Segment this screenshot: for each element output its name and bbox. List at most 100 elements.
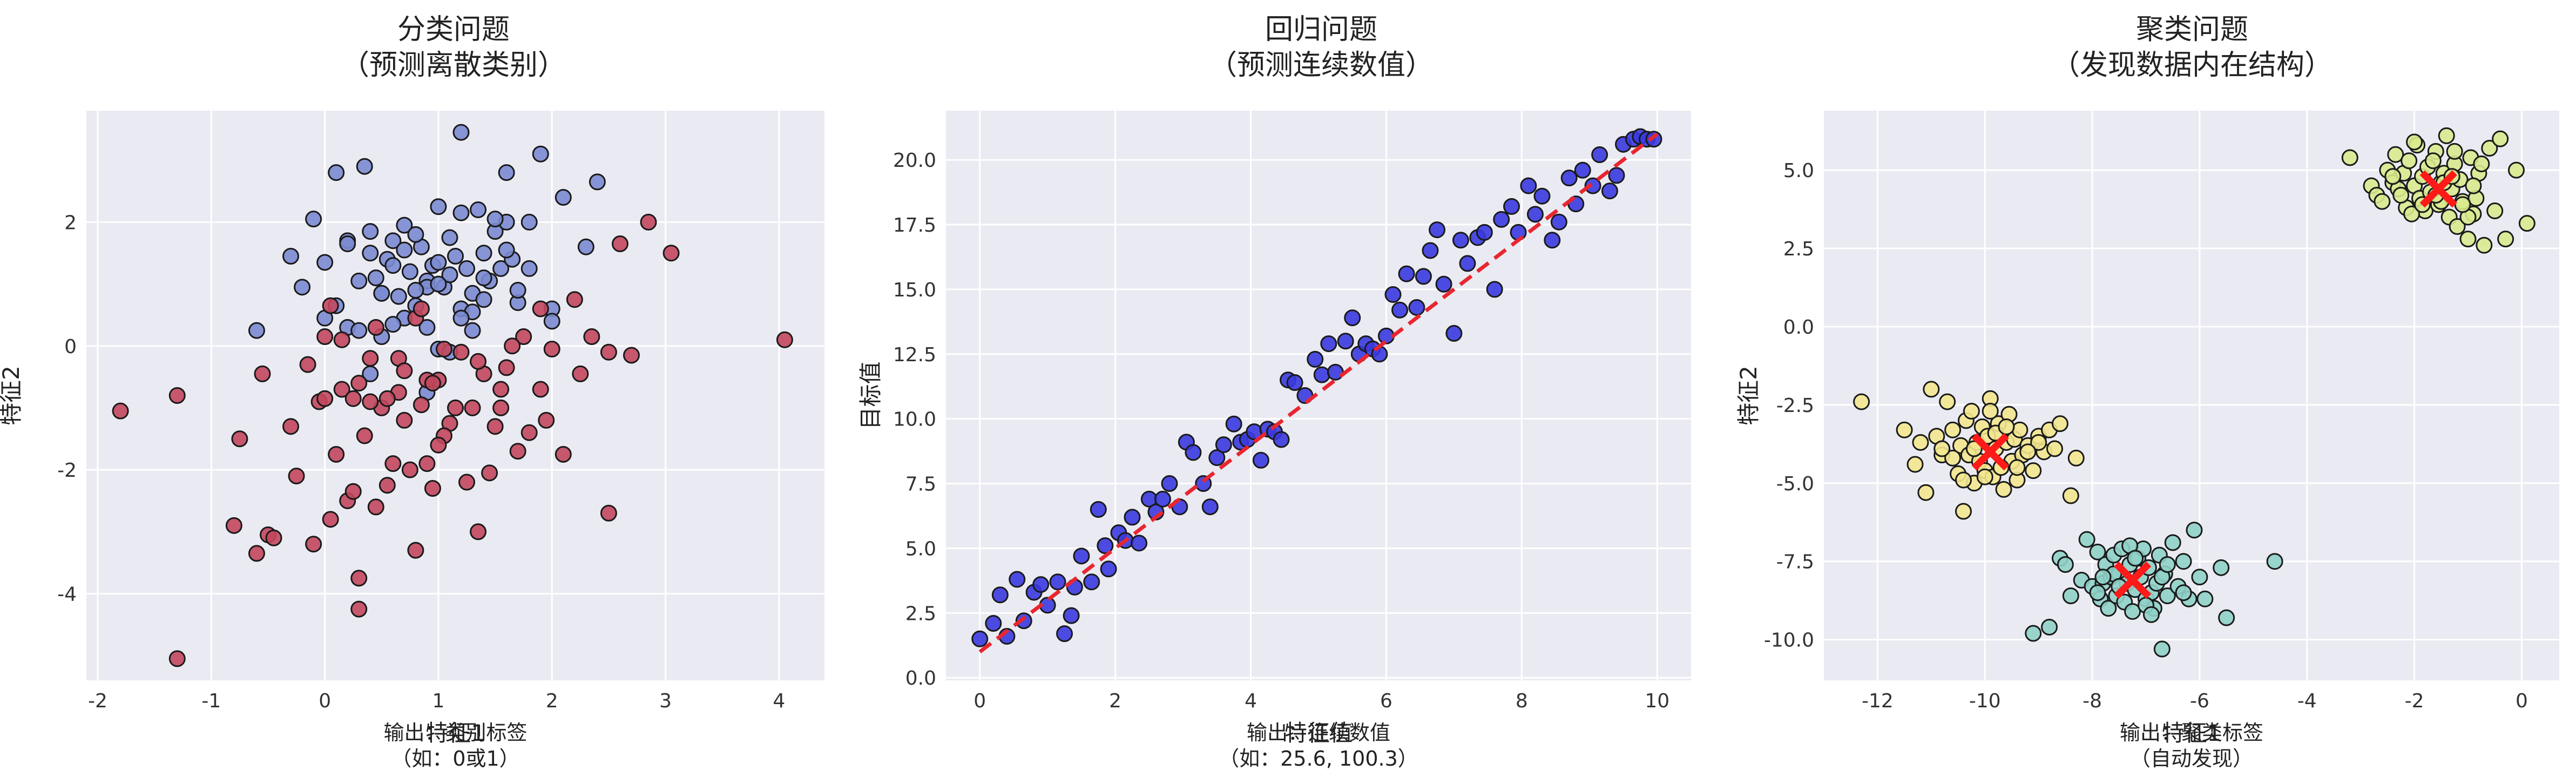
x-axis-label: 特征值 [1284,720,1353,746]
y-tick-label: 17.5 [893,214,936,236]
scatter-point [396,241,413,259]
scatter-point [458,260,476,277]
chart-subtitle: （发现数据内在结构） [2052,49,2332,82]
scatter-point [464,399,481,416]
y-tick-label: -4 [57,583,77,605]
y-tick-label: -10.0 [1764,630,1814,652]
scatter-point [2196,590,2214,607]
scatter-point [1584,177,1601,194]
centroid-marker [1971,433,2009,471]
scatter-point [1998,418,2015,435]
scatter-point [2473,156,2490,173]
scatter-point [2465,177,2482,194]
panel-3: -12 -10 -8 -6 -4 -2 0 -10.0 -7.5 -5.0 -2.5 0.0 2.5 5.… [1735,13,2559,771]
x-tick-label: 8 [1516,690,1528,712]
scatter-point [384,316,402,333]
scatter-point [1533,187,1551,205]
x-tick-label: 0 [319,690,331,712]
output-note: 输出：聚类标签 [2120,721,2263,745]
y-tick-label: -2.5 [1776,395,1814,417]
chart-subtitle: （预测离散类别） [341,49,566,82]
scatter-point [1906,456,1924,473]
y-tick-label: 0.0 [1783,316,1814,339]
scatter-point [1510,224,1527,241]
scatter-point [1995,481,2012,498]
scatter-point [532,381,549,398]
scatter-point [1526,206,1544,223]
scatter-point [1273,431,1290,448]
scatter-point [515,328,532,346]
chart-title: 回归问题 [1265,13,1377,46]
scatter-point [1384,286,1402,303]
scatter-point [2401,152,2418,170]
scatter-point [2089,584,2106,601]
scatter-point [1493,211,1510,228]
scatter-point [2218,609,2235,626]
scatter-point [452,124,470,141]
scatter-point [991,586,1009,604]
scatter-point [1982,402,1999,420]
scatter-point [390,288,407,305]
scatter-point [328,164,345,181]
scatter-point [475,291,492,308]
x-tick-label: -8 [2083,690,2102,712]
x-tick-label: -4 [2297,690,2317,712]
scatter-point [555,445,572,463]
scatter-point [407,282,424,299]
x-tick-label: 4 [1245,690,1257,712]
scatter-point [282,247,300,265]
scatter-point [430,436,447,454]
scatter-point [566,291,583,308]
scatter-point [447,399,464,416]
scatter-point [384,257,402,274]
y-tick-label: 0 [64,336,77,358]
scatter-point [2159,556,2176,573]
scatter-point [1435,275,1452,293]
scatter-point [2387,146,2404,163]
scatter-point [640,213,657,231]
output-note: 输出：类别标签 [383,721,527,745]
y-tick-label: 2.5 [1783,238,1814,260]
x-tick-label: 10 [1645,690,1669,712]
scatter-point [532,300,549,317]
scatter-point [316,390,334,407]
scatter-point [294,279,311,296]
scatter-point [1503,198,1520,215]
output-example: （自动发现） [2130,747,2253,771]
scatter-point [265,529,282,546]
y-tick-label: 7.5 [905,474,936,496]
scatter-point [435,340,452,357]
centroid-marker [2419,170,2457,208]
scatter-point [362,223,379,240]
scatter-point [299,356,316,373]
scatter-point [1912,434,1929,451]
scatter-point [350,570,368,587]
scatter-point [1422,242,1439,259]
scatter-point [2078,531,2095,548]
scatter-point [356,427,373,444]
regression-line [978,132,1659,654]
scatter-point [470,523,487,540]
y-tick-label: 20.0 [893,150,936,172]
scatter-point [1601,183,1618,200]
output-example: （如：0或1） [391,747,519,771]
scatter-point [2507,161,2525,179]
scatter-point [1476,224,1493,241]
output-note: 输出：连续数值 [1247,721,1390,745]
scatter-point [441,229,458,246]
scatter-point [492,260,510,277]
scatter-point [2486,202,2504,219]
scatter-point [2406,133,2423,151]
scatter-point [452,204,470,221]
scatter-point [985,615,1002,632]
scatter-point [328,445,345,463]
scatter-point [1391,301,1409,319]
y-axis-label: 特征2 [0,366,24,425]
scatter-point [367,498,384,516]
scatter-point [1976,468,1993,485]
scatter-point [458,474,476,491]
scatter-point [430,254,447,271]
scatter-point [2046,440,2063,457]
scatter-point [452,309,470,327]
